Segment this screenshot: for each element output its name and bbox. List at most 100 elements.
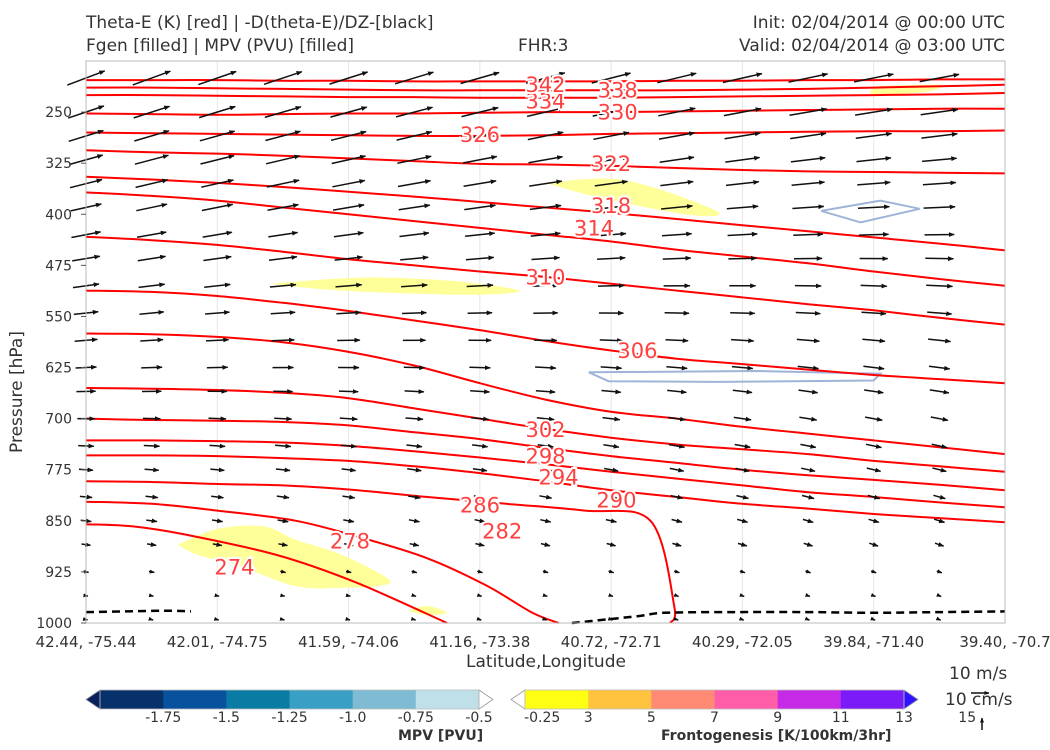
wind-vector [726, 204, 759, 210]
init-time: Init: 02/04/2014 @ 00:00 UTC [752, 13, 1005, 33]
wind-vector [340, 443, 357, 449]
wind-vector [203, 254, 232, 262]
wind-vector [132, 70, 171, 86]
mpv-colorbar-tick-label: -1.25 [271, 710, 307, 726]
wind-vector [405, 416, 424, 422]
wind-vector [927, 311, 953, 316]
wind-vector [933, 494, 946, 500]
wind-vector [668, 443, 686, 449]
x-tick-label: 41.16, -73.38 [429, 633, 530, 651]
mpv-colorbar-swatch [289, 690, 354, 709]
wind-vector [537, 443, 554, 449]
wind-vector [266, 178, 300, 188]
reference-wind-w-label: 10 cm/s [945, 690, 1013, 710]
theta-e-contour-label: 302 [525, 418, 565, 442]
wind-vector [597, 255, 626, 261]
wind-vector [733, 416, 752, 422]
fgen-colorbar-tick-label: 7 [710, 710, 719, 726]
valid-time: Valid: 02/04/2014 @ 03:00 UTC [739, 36, 1005, 56]
wind-vector [148, 616, 154, 621]
wind-vector [526, 71, 566, 85]
wind-vector [798, 389, 819, 395]
wind-vector [922, 180, 957, 186]
wind-vector [921, 132, 958, 139]
theta-e-contour-label: 330 [598, 101, 638, 125]
wind-vector [271, 337, 295, 343]
theta-e-contour-label: 342 [525, 73, 565, 97]
wind-vector [658, 131, 696, 140]
dthetae-dz-zero-contour [571, 610, 1006, 625]
wind-vector [275, 443, 292, 449]
wind-vector [202, 230, 233, 238]
y-tick-label: 925 [45, 565, 72, 581]
wind-vector [406, 443, 423, 449]
wind-vector [204, 282, 231, 288]
x-tick-label: 42.01, -74.75 [167, 633, 268, 651]
wind-vector [727, 231, 758, 237]
wind-vector [213, 616, 220, 621]
wind-vector [526, 106, 565, 118]
wind-vector [345, 616, 351, 621]
fgen-colorbar-max-extend [903, 689, 919, 710]
wind-vector [800, 443, 817, 449]
fgen-colorbar-swatch [714, 690, 779, 709]
wind-vector [268, 230, 299, 238]
fgen-colorbar-tick-label: 3 [584, 710, 593, 726]
theta-e-contour-326 [85, 129, 1006, 137]
wind-vector [725, 180, 760, 187]
wind-vector [139, 310, 165, 315]
wind-vector [855, 131, 893, 140]
wind-vector [664, 310, 690, 316]
wind-vector [279, 593, 286, 598]
wind-vector [209, 443, 226, 449]
fgen-colorbar-tick-label: 15 [958, 710, 976, 726]
fgen-colorbar-swatch [651, 690, 715, 709]
wind-vector [332, 203, 365, 211]
wind-vector [541, 616, 548, 621]
theta-e-contour-label: 306 [617, 339, 657, 363]
wind-vector [920, 107, 959, 116]
wind-vector [857, 204, 890, 210]
wind-vector [205, 310, 231, 315]
wind-vector [928, 365, 951, 371]
theta-e-contour-label: 290 [596, 489, 636, 513]
wind-vector [793, 231, 824, 237]
wind-vector [474, 518, 486, 524]
wind-vector [336, 310, 362, 316]
wind-vector [472, 467, 488, 473]
wind-vector [270, 310, 296, 316]
wind-vector [276, 494, 290, 500]
wind-vector [397, 179, 432, 188]
wind-vector [732, 389, 753, 395]
wind-vector [275, 467, 291, 473]
wind-vector [334, 255, 364, 261]
wind-vector [929, 389, 950, 395]
forecast-hour: FHR:3 [518, 36, 569, 56]
wind-vector [137, 254, 167, 262]
fgen-colorbar-swatch [525, 690, 589, 709]
theta-e-contour-318 [85, 175, 1006, 252]
mpv-colorbar-swatch [163, 690, 227, 709]
wind-vector [604, 494, 618, 500]
fgen-colorbar-tick-label: 11 [832, 710, 850, 726]
theta-e-contour-334 [85, 92, 1006, 99]
theta-e-contour-label: 334 [525, 90, 565, 114]
wind-vector [735, 467, 750, 473]
fgen-colorbar-label: Frontogenesis [K/100km/3hr] [661, 728, 892, 744]
wind-vector [198, 105, 236, 119]
wind-vector [136, 202, 168, 212]
wind-vector [143, 443, 161, 449]
wind-vector [736, 494, 749, 500]
wind-vector [279, 616, 285, 621]
wind-vector [464, 203, 496, 211]
wind-vector [856, 156, 892, 163]
wind-vector [931, 443, 948, 449]
theta-e-contour-label: 282 [482, 519, 522, 543]
y-tick-label: 250 [45, 105, 72, 121]
y-tick-label: 625 [45, 361, 72, 377]
wind-vector [667, 389, 687, 395]
mpv-colorbar-max-extend [478, 689, 494, 710]
wind-vector [274, 416, 293, 422]
wind-vector [804, 592, 811, 598]
wind-vector [870, 569, 877, 574]
